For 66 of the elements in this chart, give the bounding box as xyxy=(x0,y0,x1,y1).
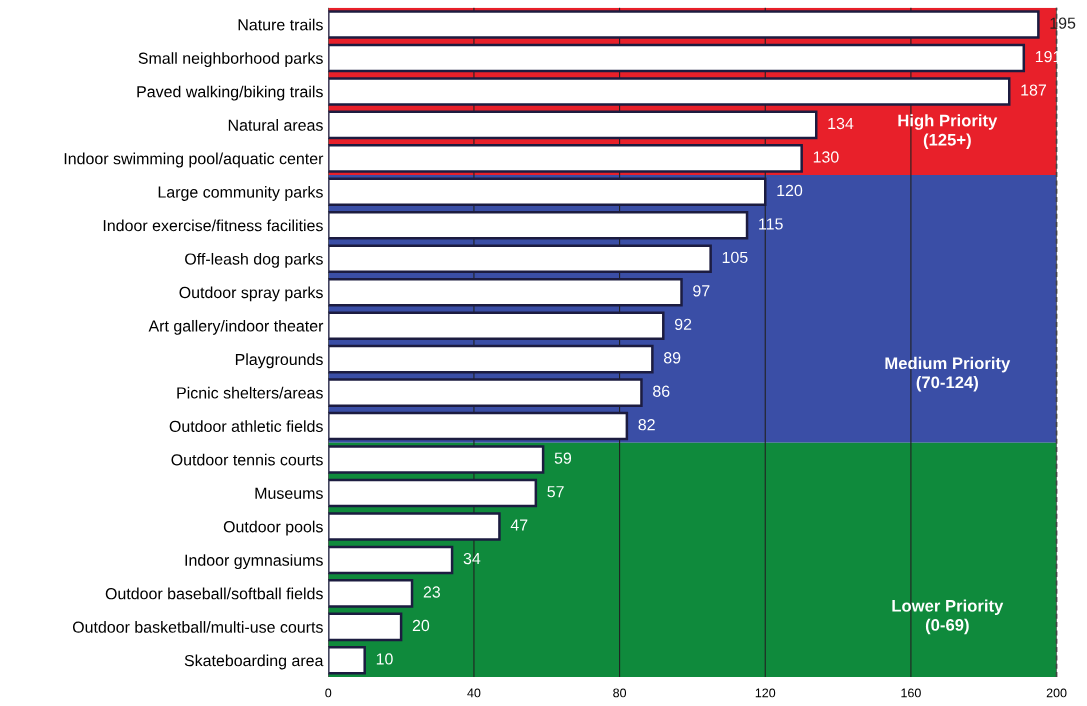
data-label: 59 xyxy=(554,452,572,464)
bar xyxy=(328,110,818,140)
y-tick-label: Natural areas xyxy=(228,119,323,131)
y-tick-label: Outdoor spray parks xyxy=(179,286,323,302)
bar xyxy=(328,43,1026,73)
x-tick-label: 0 xyxy=(325,688,332,698)
bar xyxy=(328,10,1040,39)
y-tick-label: Small neighborhood parks xyxy=(138,52,323,68)
bar xyxy=(328,411,629,441)
y-tick-label: Large community parks xyxy=(158,186,323,201)
data-label: 134 xyxy=(828,117,854,130)
data-label: 120 xyxy=(777,184,803,197)
data-label: 20 xyxy=(412,619,430,632)
y-tick-label: Paved walking/biking trails xyxy=(137,85,323,101)
y-tick-label: Outdoor pools xyxy=(223,520,323,536)
y-tick-label: Outdoor athletic fields xyxy=(169,420,323,433)
bar xyxy=(328,445,545,474)
bar xyxy=(328,612,403,642)
y-tick-label: Indoor exercise/fitness facilities xyxy=(103,219,323,232)
bar xyxy=(328,579,414,608)
data-label: 23 xyxy=(423,586,441,598)
data-label: 82 xyxy=(638,419,655,431)
bar xyxy=(328,210,749,240)
data-label: 97 xyxy=(693,285,710,297)
x-tick-label: 80 xyxy=(613,688,627,698)
y-tick-label: Indoor gymnasiums xyxy=(185,554,323,570)
bar xyxy=(328,512,501,541)
y-tick-label: Playgrounds xyxy=(235,353,323,369)
x-tick-label: 120 xyxy=(755,688,776,698)
bar xyxy=(328,177,767,207)
data-label: 130 xyxy=(813,151,839,163)
data-label: 47 xyxy=(510,519,528,531)
y-tick-label: Outdoor tennis courts xyxy=(171,453,323,466)
y-tick-label: Art gallery/indoor theater xyxy=(148,319,324,335)
data-label: 92 xyxy=(674,318,692,330)
bar xyxy=(328,478,538,508)
data-label: 34 xyxy=(463,552,481,565)
bar xyxy=(328,545,454,575)
data-label: 115 xyxy=(759,218,783,230)
y-tick-label: Nature trails xyxy=(238,18,323,31)
data-label: 86 xyxy=(653,385,670,397)
y-tick-label: Indoor swimming pool/aquatic center xyxy=(64,152,324,168)
y-tick-label: Museums xyxy=(255,487,323,499)
x-tick-label: 40 xyxy=(467,688,481,698)
band-label: Lower Priority (0-69) xyxy=(892,599,1004,635)
bar xyxy=(328,277,683,307)
data-label: 89 xyxy=(663,352,681,364)
bar xyxy=(328,77,1011,106)
bar xyxy=(328,378,643,407)
data-label: 10 xyxy=(376,653,393,665)
data-label: 105 xyxy=(722,251,748,264)
band-label: Medium Priority (70-124) xyxy=(885,356,1011,392)
data-label: 187 xyxy=(1021,84,1046,96)
y-tick-label: Skateboarding area xyxy=(184,654,324,670)
bar xyxy=(328,144,803,173)
x-tick-label: 160 xyxy=(901,688,921,698)
data-label: 57 xyxy=(547,486,564,498)
y-tick-label: Off-leash dog parks xyxy=(185,252,323,268)
bar xyxy=(328,311,665,340)
y-tick-label: Picnic shelters/areas xyxy=(177,386,323,399)
bar xyxy=(328,344,654,374)
bar xyxy=(328,646,366,675)
x-tick-label: 200 xyxy=(1046,688,1067,698)
bar xyxy=(328,244,712,274)
y-tick-label: Outdoor basketball/multi-use courts xyxy=(72,621,323,633)
y-tick-label: Outdoor baseball/softball fields xyxy=(105,587,323,600)
